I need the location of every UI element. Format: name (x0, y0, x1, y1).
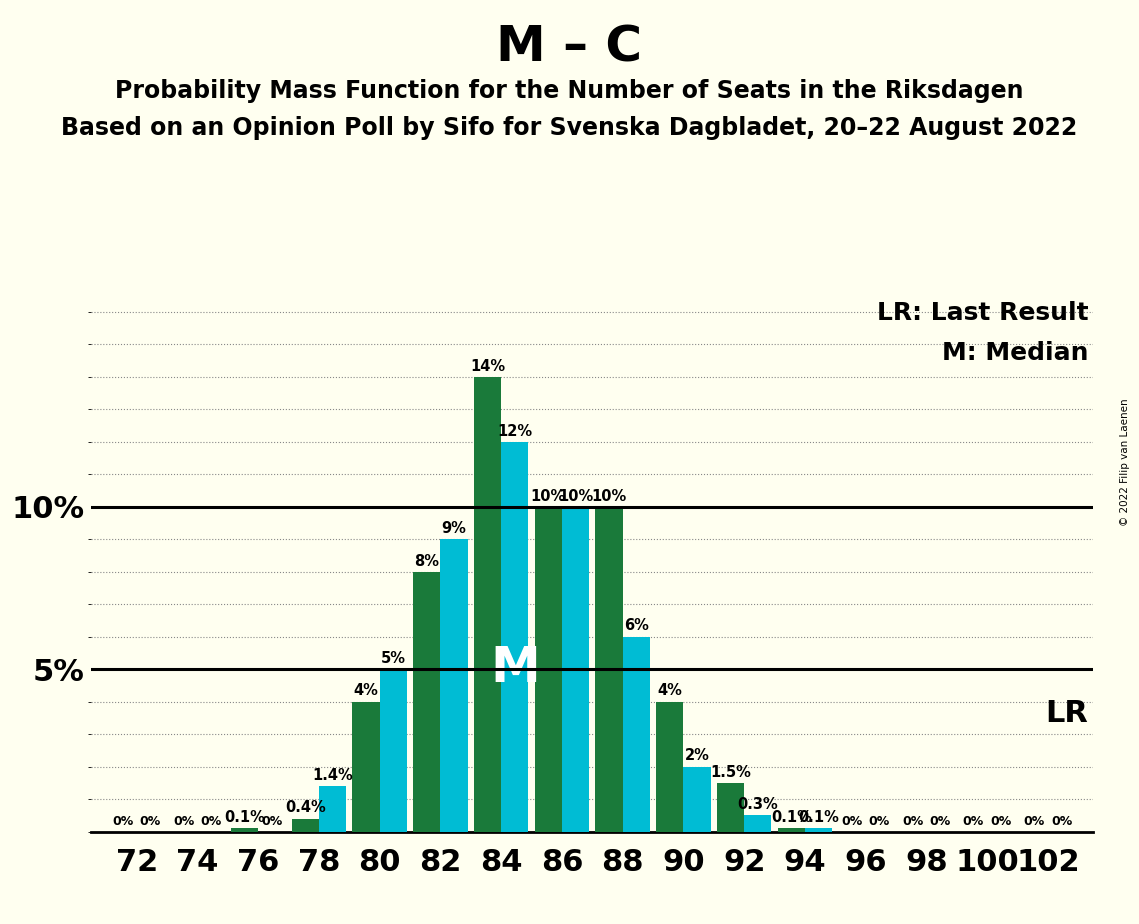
Text: 0%: 0% (990, 815, 1011, 828)
Text: 0.1%: 0.1% (771, 810, 812, 825)
Bar (744, 815, 771, 832)
Text: 10%: 10% (591, 489, 626, 504)
Bar (501, 442, 528, 832)
Bar (562, 506, 589, 832)
Text: 12%: 12% (498, 423, 532, 439)
Text: 1.5%: 1.5% (710, 765, 751, 780)
Text: 10%: 10% (558, 489, 593, 504)
Bar (623, 637, 650, 832)
Text: 0%: 0% (173, 815, 195, 828)
Bar (805, 828, 833, 832)
Text: 4%: 4% (353, 684, 378, 699)
Text: LR: Last Result: LR: Last Result (877, 301, 1089, 325)
Text: Based on an Opinion Poll by Sifo for Svenska Dagbladet, 20–22 August 2022: Based on an Opinion Poll by Sifo for Sve… (62, 116, 1077, 140)
Text: 4%: 4% (657, 684, 682, 699)
Text: 0.1%: 0.1% (224, 810, 265, 825)
Text: 8%: 8% (415, 553, 440, 568)
Bar (778, 828, 805, 832)
Text: 5%: 5% (380, 650, 405, 666)
Text: 0%: 0% (140, 815, 161, 828)
Text: M: Median: M: Median (942, 341, 1089, 365)
Text: M – C: M – C (497, 23, 642, 71)
Text: Probability Mass Function for the Number of Seats in the Riksdagen: Probability Mass Function for the Number… (115, 79, 1024, 103)
Text: 9%: 9% (442, 521, 467, 536)
Bar (474, 377, 501, 832)
Bar (656, 701, 683, 832)
Bar (231, 828, 259, 832)
Text: 0.3%: 0.3% (737, 797, 778, 812)
Bar (379, 669, 407, 832)
Text: 6%: 6% (624, 618, 649, 634)
Bar (683, 767, 711, 832)
Bar (352, 701, 379, 832)
Text: LR: LR (1046, 699, 1089, 728)
Text: M: M (490, 644, 540, 692)
Text: 0%: 0% (962, 815, 984, 828)
Text: 0%: 0% (902, 815, 924, 828)
Bar (413, 572, 441, 832)
Text: 0%: 0% (869, 815, 890, 828)
Bar (319, 786, 346, 832)
Text: 0%: 0% (929, 815, 951, 828)
Text: 0%: 0% (261, 815, 282, 828)
Text: 0.1%: 0.1% (798, 810, 839, 825)
Bar (441, 540, 468, 832)
Text: 10%: 10% (531, 489, 566, 504)
Text: 1.4%: 1.4% (312, 768, 353, 783)
Text: 0%: 0% (200, 815, 222, 828)
Bar (596, 506, 623, 832)
Bar (534, 506, 562, 832)
Text: 0%: 0% (1051, 815, 1072, 828)
Bar (716, 783, 744, 832)
Text: 14%: 14% (470, 359, 505, 373)
Text: 0%: 0% (1024, 815, 1044, 828)
Text: 0%: 0% (842, 815, 862, 828)
Text: © 2022 Filip van Laenen: © 2022 Filip van Laenen (1121, 398, 1130, 526)
Text: 0%: 0% (113, 815, 133, 828)
Text: 2%: 2% (685, 748, 710, 763)
Bar (292, 819, 319, 832)
Text: 0.4%: 0.4% (285, 800, 326, 815)
